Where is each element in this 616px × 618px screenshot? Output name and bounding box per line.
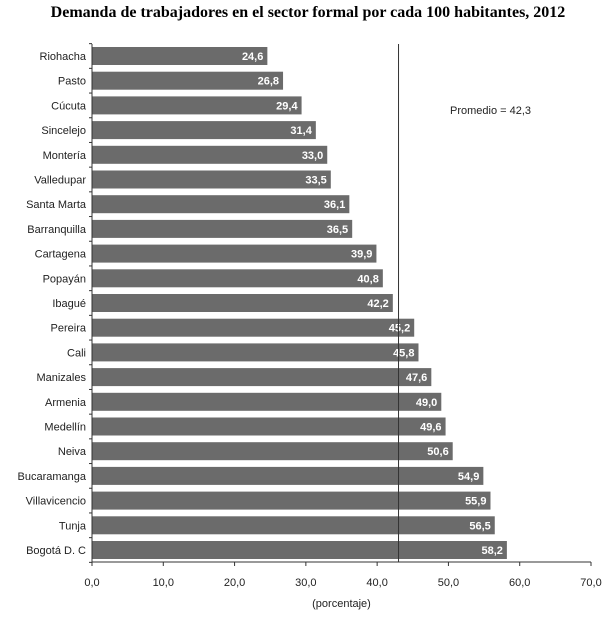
value-label: 50,6 [427,446,448,458]
bar [92,368,432,387]
bar [92,121,316,140]
bar [92,47,268,65]
category-label: Barranquilla [27,224,87,236]
value-label: 49,0 [416,397,437,409]
bar [92,244,377,263]
category-label: Pasto [58,76,86,88]
value-label: 42,2 [367,298,388,310]
bar [92,491,491,510]
x-tick-label: 0,0 [84,577,99,589]
category-label: Tunja [59,520,87,532]
value-label: 55,9 [465,496,486,508]
bar [92,96,302,115]
category-label: Ibagué [52,298,86,310]
bars-layer: Riohacha 24,6 Pasto 26,8 Cúcuta 29,4 Sincelejo… [18,47,507,559]
value-label: 24,6 [242,51,263,63]
category-label: Riohacha [40,51,87,63]
value-label: 54,9 [458,471,479,483]
bar [92,195,350,214]
bar [92,71,284,90]
value-label: 33,0 [302,150,323,162]
bar [92,442,453,461]
category-label: Pereira [51,323,87,335]
category-label: Santa Marta [26,199,87,211]
bar [92,145,328,164]
value-label: 36,5 [327,224,348,236]
value-label: 49,6 [420,422,441,434]
x-tick-label: 60,0 [509,577,530,589]
value-label: 33,5 [305,175,326,187]
x-axis-title: (porcentaje) [312,598,371,610]
category-label: Villavicencio [26,496,86,508]
value-label: 58,2 [481,545,502,557]
value-label: 26,8 [258,76,279,88]
value-label: 36,1 [324,199,345,211]
value-label: 40,8 [357,273,378,285]
bar [92,294,393,312]
category-label: Neiva [58,446,87,458]
category-label: Bucaramanga [18,471,87,483]
category-label: Popayán [43,273,86,285]
category-label: Bogotá D. C [26,545,86,557]
x-tick-label: 20,0 [224,577,245,589]
bar [92,392,442,411]
category-label: Medellín [44,422,86,434]
category-label: Sincelejo [41,125,86,137]
category-label: Valledupar [34,175,86,187]
x-tick-label: 10,0 [153,577,174,589]
value-label: 31,4 [290,125,312,137]
chart-title: Demanda de trabajadores en el sector for… [50,4,566,21]
bar [92,516,495,535]
value-label: 29,4 [276,100,298,112]
bar [92,417,446,436]
category-label: Montería [43,150,87,162]
x-tick-label: 70,0 [580,577,601,589]
x-tick-label: 30,0 [295,577,316,589]
reference-layer: Promedio = 42,3 [398,44,531,562]
bar [92,466,484,485]
bar [92,541,507,559]
value-label: 39,9 [351,249,372,261]
x-tick-label: 50,0 [438,577,459,589]
bar [92,343,419,362]
value-label: 56,5 [469,520,490,532]
value-label: 47,6 [406,372,427,384]
bar [92,318,415,337]
bar [92,170,331,189]
bar [92,219,353,238]
category-label: Cúcuta [51,100,87,112]
category-label: Manizales [36,372,86,384]
value-label: 45,8 [393,347,414,359]
category-label: Armenia [45,397,87,409]
bar [92,269,383,288]
axis-layer: 0,0 10,0 20,0 30,0 40,0 50,0 60,0 70,0 [84,43,602,589]
x-tick-label: 40,0 [366,577,387,589]
average-label: Promedio = 42,3 [450,105,531,117]
category-label: Cartagena [35,249,87,261]
value-label: 45,2 [389,323,410,335]
category-label: Cali [67,347,86,359]
